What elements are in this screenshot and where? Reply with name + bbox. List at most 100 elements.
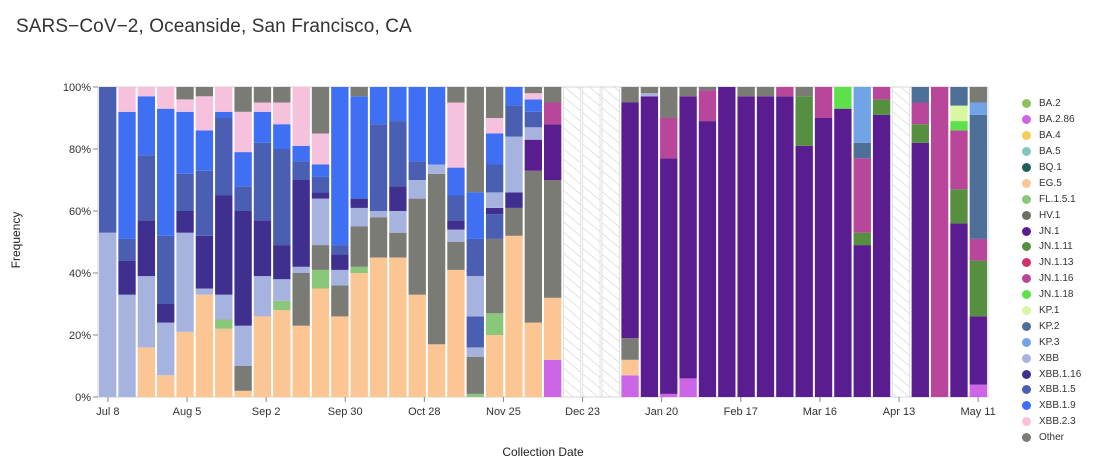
x-tick-label: May 11 <box>960 406 995 418</box>
legend-label: KP.3 <box>1039 336 1060 348</box>
legend-swatch <box>1022 306 1031 316</box>
bar-segment <box>950 121 968 131</box>
legend-swatch <box>1022 178 1031 188</box>
bar-segment <box>311 192 330 199</box>
bar-segment <box>969 238 987 261</box>
bar-segment <box>621 359 639 376</box>
bar-segment <box>485 313 504 335</box>
bar-segment <box>118 238 136 261</box>
bar-segment <box>466 87 484 193</box>
bar-segment <box>273 279 291 301</box>
x-tick-label: Jul 8 <box>96 406 119 418</box>
legend-label: FL.1.5.1 <box>1039 193 1076 205</box>
bar-segment <box>447 229 465 242</box>
bar-segment <box>137 347 156 397</box>
bar-segment <box>195 130 214 171</box>
x-tick-label: Sep 30 <box>328 406 363 418</box>
legend-item: BQ.1 <box>1022 160 1092 176</box>
bar-segment <box>872 114 891 398</box>
bar-segment <box>640 96 659 398</box>
bar-segment <box>350 96 368 199</box>
bar-segment <box>776 87 794 97</box>
bar-segment <box>950 130 968 190</box>
bar-segment <box>157 235 175 304</box>
bar-segment <box>195 294 214 397</box>
bar-segment <box>814 87 833 118</box>
y-tick-label: 100% <box>63 82 91 94</box>
bar-segment <box>311 288 330 397</box>
legend-swatch <box>1022 353 1031 363</box>
legend-swatch <box>1022 433 1031 443</box>
bar-segment <box>157 108 175 236</box>
bar-segment <box>485 238 504 314</box>
legend-label: XBB.1.9 <box>1039 400 1076 412</box>
bar-segment <box>118 294 136 397</box>
bar-segment <box>834 87 852 109</box>
legend-swatch <box>1022 99 1031 109</box>
legend-item: XBB <box>1022 350 1092 366</box>
bar-segment <box>176 111 194 174</box>
bar-segment <box>447 242 465 270</box>
bar-segment <box>311 245 330 270</box>
legend-label: BA.5 <box>1039 146 1061 158</box>
bar-segment <box>718 87 736 397</box>
y-tick-label: 40% <box>69 268 91 280</box>
bar-segment <box>776 96 794 398</box>
bar-segment <box>969 384 987 397</box>
bar-segment <box>505 207 523 236</box>
bar-segment <box>311 133 330 165</box>
x-tick-label: Apr 13 <box>883 406 915 418</box>
bar-segment <box>369 124 388 211</box>
legend-label: KP.1 <box>1039 305 1060 317</box>
bar-segment <box>466 356 484 394</box>
bar-segment <box>485 214 504 239</box>
bar-segment <box>331 285 349 317</box>
legend-item: XBB.1.5 <box>1022 382 1092 398</box>
legend-item: BA.2.86 <box>1022 112 1092 128</box>
x-tick-label: Nov 25 <box>486 406 521 418</box>
legend-label: XBB.1.16 <box>1039 368 1082 380</box>
legend-item: JN.1 <box>1022 223 1092 239</box>
bar-segment <box>524 99 542 112</box>
bar-segment <box>505 105 523 137</box>
bar-segment <box>505 192 523 208</box>
bar-segment <box>621 102 639 339</box>
legend-label: XBB.2.3 <box>1039 416 1076 428</box>
bar-segment <box>544 102 562 125</box>
bar-segment <box>253 87 272 103</box>
bar-segment <box>234 390 252 397</box>
bar-segment <box>311 176 330 193</box>
bar-segment <box>195 288 214 295</box>
bar-segment <box>157 304 175 323</box>
bar-segment <box>660 393 678 397</box>
bar-segment <box>234 111 252 153</box>
legend-label: Other <box>1039 432 1065 444</box>
bar-segment <box>969 102 987 115</box>
bar-segment <box>544 87 562 103</box>
legend-item: KP.1 <box>1022 303 1092 319</box>
bar-segment <box>660 118 678 159</box>
bar-segment <box>911 102 929 125</box>
bar-segment <box>292 325 310 397</box>
x-tick-label: Mar 16 <box>803 406 837 418</box>
bar-segment <box>427 344 446 397</box>
bar-segment <box>253 142 272 221</box>
bar-segment <box>950 223 968 397</box>
legend-item: HV.1 <box>1022 207 1092 223</box>
bar-segment <box>698 121 717 397</box>
bar-segment <box>485 118 504 134</box>
missing-bar <box>601 86 620 398</box>
bar-segment <box>253 111 272 143</box>
legend-item: BA.2 <box>1022 96 1092 112</box>
bar-segment <box>485 335 504 397</box>
bar-segment <box>311 87 330 134</box>
bar-segment <box>234 152 252 187</box>
missing-bar <box>582 86 601 398</box>
legend-item: BA.5 <box>1022 144 1092 160</box>
legend-swatch <box>1022 226 1031 236</box>
bar-segment <box>795 96 813 146</box>
bar-segment <box>640 87 659 94</box>
legend-label: BA.2.86 <box>1039 114 1075 126</box>
legend-swatch <box>1022 147 1031 157</box>
